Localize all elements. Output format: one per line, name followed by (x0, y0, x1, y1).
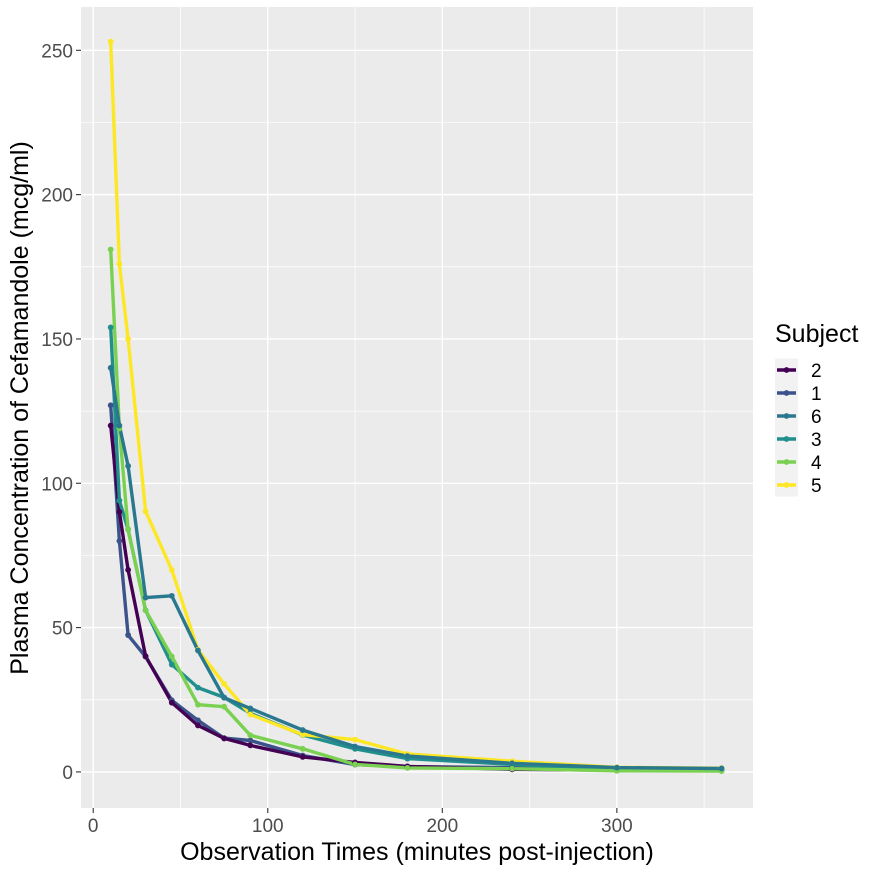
data-point-3 (107, 324, 114, 331)
data-point-4 (221, 703, 228, 710)
legend-label-1: 1 (811, 384, 822, 405)
x-tick-label: 300 (601, 816, 633, 837)
data-point-5 (125, 336, 132, 342)
y-tick-label: 200 (41, 186, 73, 207)
data-point-5 (247, 711, 254, 718)
y-tick-label: 150 (41, 330, 73, 351)
legend-label-2: 2 (811, 361, 822, 382)
data-point-4 (299, 745, 306, 752)
legend-key-point-1 (783, 390, 790, 396)
data-point-6 (509, 760, 516, 767)
y-axis-title: Plasma Concentration of Cefamandole (mcg… (6, 141, 34, 675)
legend-key-point-6 (783, 413, 790, 419)
y-tick-label: 0 (62, 763, 73, 784)
data-point-4 (247, 732, 254, 739)
data-point-1 (125, 632, 132, 638)
data-point-4 (352, 761, 358, 768)
data-point-6 (352, 743, 358, 750)
data-point-4 (195, 701, 201, 708)
data-point-6 (404, 753, 411, 759)
x-tick-label: 0 (88, 816, 99, 837)
legend-label-3: 3 (811, 430, 822, 451)
data-point-4 (142, 607, 149, 614)
data-point-6 (221, 694, 228, 701)
data-point-1 (116, 538, 123, 544)
data-point-3 (116, 497, 123, 504)
data-point-2 (107, 422, 114, 429)
data-point-6 (168, 592, 175, 599)
y-tick-label: 50 (52, 619, 73, 640)
data-point-6 (247, 705, 254, 712)
data-point-4 (509, 765, 516, 772)
x-tick-label: 200 (426, 816, 458, 837)
legend-label-5: 5 (811, 476, 822, 497)
y-tick-label: 250 (41, 41, 73, 62)
data-point-1 (195, 717, 201, 724)
data-point-2 (195, 722, 201, 729)
data-point-2 (125, 566, 132, 573)
series-line-4 (109, 249, 722, 773)
legend-key-point-3 (783, 436, 790, 442)
x-axis: 0 100 200 300 (88, 808, 633, 837)
data-point-6 (195, 647, 201, 654)
data-point-6 (116, 422, 123, 429)
data-point-6 (125, 463, 132, 469)
y-axis: 0 50 100 150 200 250 (41, 41, 81, 784)
data-point-5 (352, 736, 358, 743)
data-point-2 (168, 699, 175, 706)
data-point-6 (107, 364, 114, 371)
data-point-5 (221, 680, 228, 687)
legend-title: Subject (775, 320, 858, 348)
data-point-6 (299, 727, 306, 733)
x-tick-label: 100 (252, 816, 284, 837)
data-point-5 (299, 731, 306, 738)
data-point-2 (142, 653, 149, 660)
series-line-6 (109, 367, 722, 771)
data-point-4 (168, 653, 175, 660)
data-point-3 (195, 684, 201, 691)
data-point-1 (107, 402, 114, 409)
legend-key-point-2 (783, 367, 790, 373)
data-point-4 (107, 246, 114, 253)
series-points (107, 38, 725, 774)
legend-key-point-4 (783, 459, 790, 465)
series-lines (109, 41, 722, 773)
x-axis-title: Observation Times (minutes post-injectio… (180, 838, 654, 866)
grid-minor (81, 7, 753, 808)
legend-key-point-5 (783, 482, 790, 488)
series-line-5 (109, 41, 722, 770)
data-point-2 (299, 754, 306, 760)
data-point-4 (125, 526, 132, 533)
data-point-5 (142, 508, 149, 515)
data-point-3 (168, 661, 175, 668)
legend-label-6: 6 (811, 407, 822, 428)
data-point-2 (247, 742, 254, 749)
legend-label-4: 4 (811, 453, 822, 474)
panel-background (81, 7, 753, 808)
data-point-5 (107, 38, 114, 45)
data-point-6 (613, 764, 620, 771)
data-point-5 (116, 260, 123, 267)
data-point-4 (404, 764, 411, 771)
data-point-6 (142, 594, 149, 601)
data-point-1 (247, 737, 254, 744)
data-point-2 (221, 735, 228, 742)
data-point-2 (116, 508, 123, 515)
data-point-5 (168, 566, 175, 573)
y-tick-label: 100 (41, 474, 73, 495)
data-point-6 (718, 765, 725, 772)
